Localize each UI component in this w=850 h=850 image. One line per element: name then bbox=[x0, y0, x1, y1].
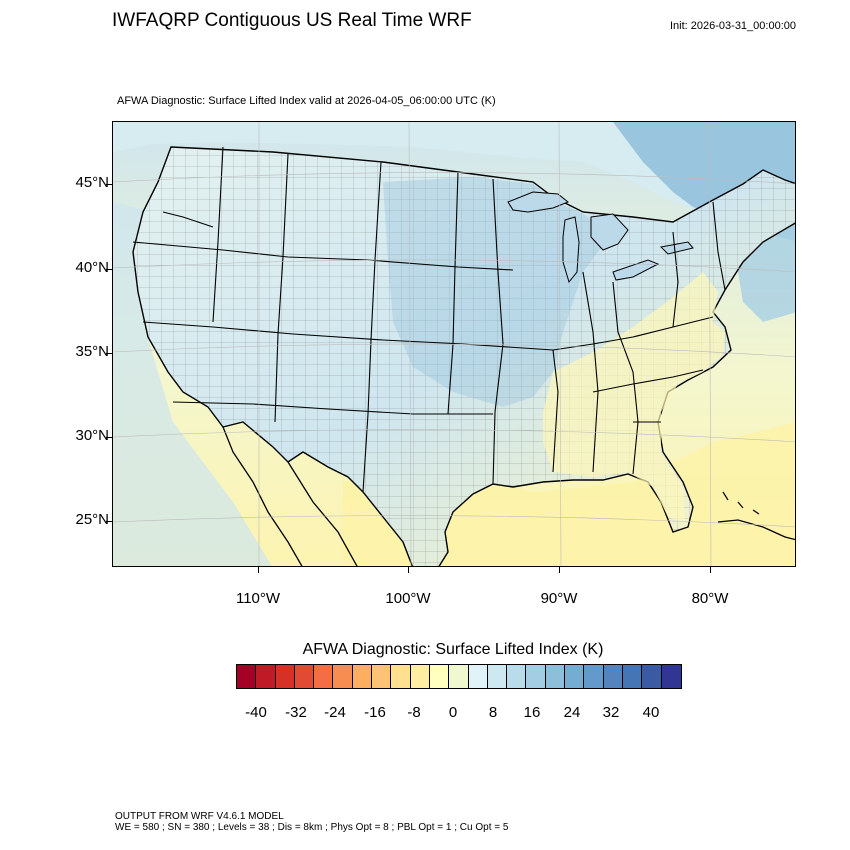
state-borders bbox=[132, 146, 726, 493]
colorbar-swatch bbox=[545, 665, 566, 688]
colorbar-swatch bbox=[410, 665, 430, 688]
lat-tick bbox=[106, 521, 112, 522]
lat-label-45n: 45°N bbox=[75, 174, 109, 191]
colorbar-label: 0 bbox=[448, 704, 458, 721]
colorbar-swatch bbox=[622, 665, 643, 688]
plot-title: IWFAQRP Contiguous US Real Time WRF bbox=[112, 10, 472, 31]
lon-label-110w: 110°W bbox=[235, 590, 281, 607]
colorbar-swatch bbox=[314, 665, 334, 688]
colorbar-swatch bbox=[642, 665, 662, 688]
lat-tick bbox=[106, 437, 112, 438]
colorbar-swatch bbox=[333, 665, 353, 688]
colorbar-swatch bbox=[565, 665, 585, 688]
colorbar-swatch bbox=[468, 665, 488, 688]
colorbar-label: -8 bbox=[407, 704, 421, 721]
bahamas-islands bbox=[722, 491, 760, 515]
gulf-warm-field bbox=[343, 422, 795, 566]
lon-tick bbox=[258, 567, 259, 573]
colorbar-label: 32 bbox=[602, 704, 620, 721]
lake-michigan bbox=[562, 216, 580, 284]
model-info-footer: OUTPUT FROM WRF V4.6.1 MODEL WE = 580 ; … bbox=[115, 811, 508, 833]
map-panel bbox=[112, 121, 796, 567]
colorbar-label: -24 bbox=[324, 704, 346, 721]
graticule bbox=[113, 122, 795, 566]
lat-label-25n: 25°N bbox=[75, 511, 109, 528]
lat-label-40n: 40°N bbox=[75, 259, 109, 276]
lon-label-90w: 90°W bbox=[540, 590, 578, 607]
lat-tick bbox=[106, 184, 112, 185]
colorbar-label: -16 bbox=[364, 704, 386, 721]
colorbar-swatch bbox=[507, 665, 527, 688]
lake-erie bbox=[612, 259, 660, 281]
colorbar-swatch bbox=[584, 665, 604, 688]
lon-label-80w: 80°W bbox=[691, 590, 729, 607]
lake-ontario bbox=[659, 241, 694, 255]
mexico-coast bbox=[287, 461, 358, 566]
baja-coast bbox=[222, 426, 303, 566]
southeast-warm-field bbox=[543, 272, 725, 522]
footer-line-2: WE = 580 ; SN = 380 ; Levels = 38 ; Dis … bbox=[115, 822, 509, 833]
colorbar-swatch bbox=[237, 665, 257, 688]
plot-subtitle: AFWA Diagnostic: Surface Lifted Index va… bbox=[117, 95, 496, 107]
colorbar-label: 40 bbox=[642, 704, 660, 721]
colorbar-swatch bbox=[372, 665, 392, 688]
colorbar-swatch bbox=[661, 665, 681, 688]
init-time: Init: 2026-03-31_00:00:00 bbox=[670, 20, 796, 32]
lat-tick bbox=[106, 353, 112, 354]
lon-tick bbox=[710, 567, 711, 573]
lake-huron bbox=[590, 213, 629, 251]
lat-tick bbox=[106, 269, 112, 270]
colorbar-label: 24 bbox=[563, 704, 581, 721]
footer-line-1: OUTPUT FROM WRF V4.6.1 MODEL bbox=[115, 811, 284, 822]
lake-superior bbox=[507, 191, 569, 213]
colorbar-label: 16 bbox=[523, 704, 541, 721]
colorbar bbox=[236, 664, 682, 689]
colorbar-swatch bbox=[603, 665, 623, 688]
map-canvas bbox=[113, 122, 795, 566]
colorbar-swatch bbox=[256, 665, 276, 688]
colorbar-swatch bbox=[526, 665, 546, 688]
colorbar-swatch bbox=[275, 665, 295, 688]
pacific-cool-field bbox=[113, 202, 272, 566]
cuba-island bbox=[717, 519, 795, 541]
lat-label-35n: 35°N bbox=[75, 343, 109, 360]
lon-label-100w: 100°W bbox=[385, 590, 431, 607]
canada-region bbox=[113, 122, 795, 217]
lon-tick bbox=[559, 567, 560, 573]
colorbar-swatch bbox=[487, 665, 508, 688]
colorbar-label: 8 bbox=[488, 704, 498, 721]
colorbar-swatch bbox=[294, 665, 315, 688]
colorbar-swatch bbox=[449, 665, 469, 688]
lat-label-30n: 30°N bbox=[75, 427, 109, 444]
colorbar-label: -40 bbox=[245, 704, 267, 721]
colorbar-swatch bbox=[391, 665, 411, 688]
colorbar-swatch bbox=[352, 665, 373, 688]
colorbar-swatch bbox=[429, 665, 450, 688]
colorbar-title: AFWA Diagnostic: Surface Lifted Index (K… bbox=[302, 641, 604, 658]
colorbar-label: -32 bbox=[285, 704, 307, 721]
lon-tick bbox=[408, 567, 409, 573]
